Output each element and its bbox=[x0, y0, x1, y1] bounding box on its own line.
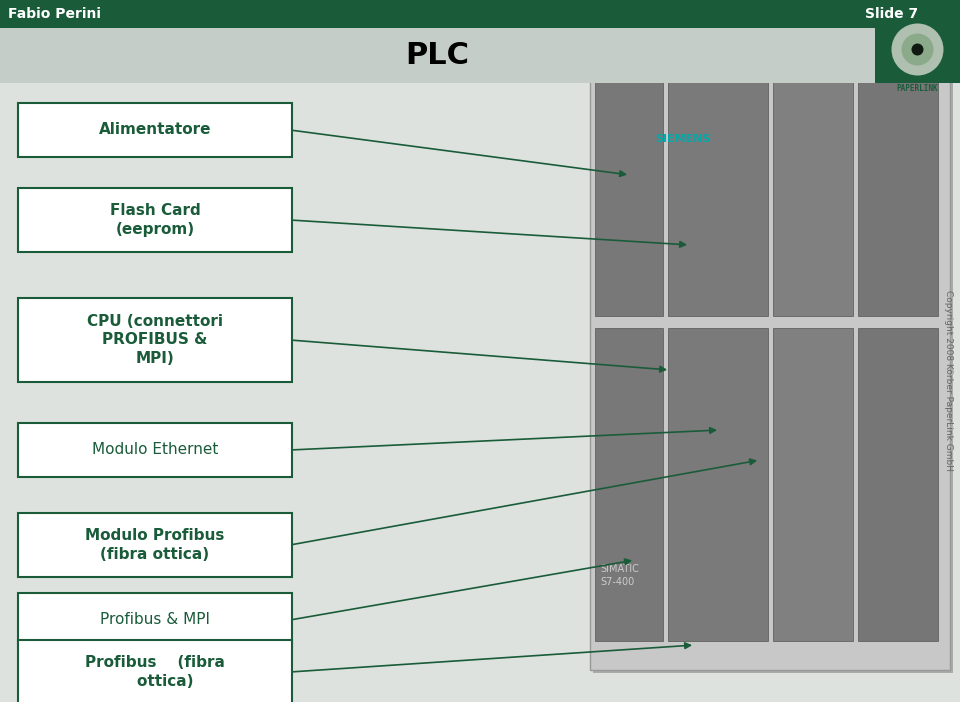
Text: Flash Card
(eeprom): Flash Card (eeprom) bbox=[109, 203, 201, 237]
Text: SIMATIC
S7-400: SIMATIC S7-400 bbox=[600, 564, 638, 587]
Bar bbox=[595, 80, 663, 316]
Text: CPU (connettori
PROFIBUS &
MPI): CPU (connettori PROFIBUS & MPI) bbox=[87, 314, 223, 366]
Text: Modulo Ethernet: Modulo Ethernet bbox=[92, 442, 218, 458]
Text: Slide 7: Slide 7 bbox=[865, 7, 918, 21]
Bar bbox=[875, 0, 960, 83]
Text: Fabio Perini: Fabio Perini bbox=[8, 7, 101, 21]
FancyBboxPatch shape bbox=[18, 298, 292, 383]
Circle shape bbox=[901, 34, 933, 65]
Bar bbox=[668, 80, 768, 316]
Circle shape bbox=[911, 44, 924, 55]
Circle shape bbox=[892, 23, 944, 76]
FancyBboxPatch shape bbox=[18, 103, 292, 157]
Text: Profibus    (fibra
    ottica): Profibus (fibra ottica) bbox=[85, 655, 225, 689]
Bar bbox=[590, 80, 950, 670]
Text: SIEMENS: SIEMENS bbox=[655, 134, 710, 144]
Bar bbox=[668, 328, 768, 640]
Text: Alimentatore: Alimentatore bbox=[99, 123, 211, 138]
Bar bbox=[773, 80, 853, 316]
Text: Modulo Profibus
(fibra ottica): Modulo Profibus (fibra ottica) bbox=[85, 528, 225, 562]
Text: Profibus & MPI: Profibus & MPI bbox=[100, 613, 210, 628]
Bar bbox=[773, 328, 853, 640]
FancyBboxPatch shape bbox=[18, 188, 292, 252]
Text: PAPERLINK: PAPERLINK bbox=[897, 84, 938, 93]
FancyBboxPatch shape bbox=[18, 593, 292, 647]
Bar bbox=[595, 328, 663, 640]
FancyBboxPatch shape bbox=[18, 513, 292, 577]
FancyBboxPatch shape bbox=[18, 640, 292, 702]
Text: PLC: PLC bbox=[405, 41, 469, 70]
Bar bbox=[593, 83, 953, 673]
Text: Copyright 2008 Körber PaperLink GmbH: Copyright 2008 Körber PaperLink GmbH bbox=[944, 291, 952, 472]
FancyBboxPatch shape bbox=[18, 423, 292, 477]
Bar bbox=[0, 28, 875, 83]
Bar bbox=[858, 80, 938, 316]
Bar bbox=[0, 0, 960, 28]
Bar bbox=[858, 328, 938, 640]
Text: KÖRBER: KÖRBER bbox=[903, 76, 931, 85]
Bar bbox=[0, 83, 960, 702]
